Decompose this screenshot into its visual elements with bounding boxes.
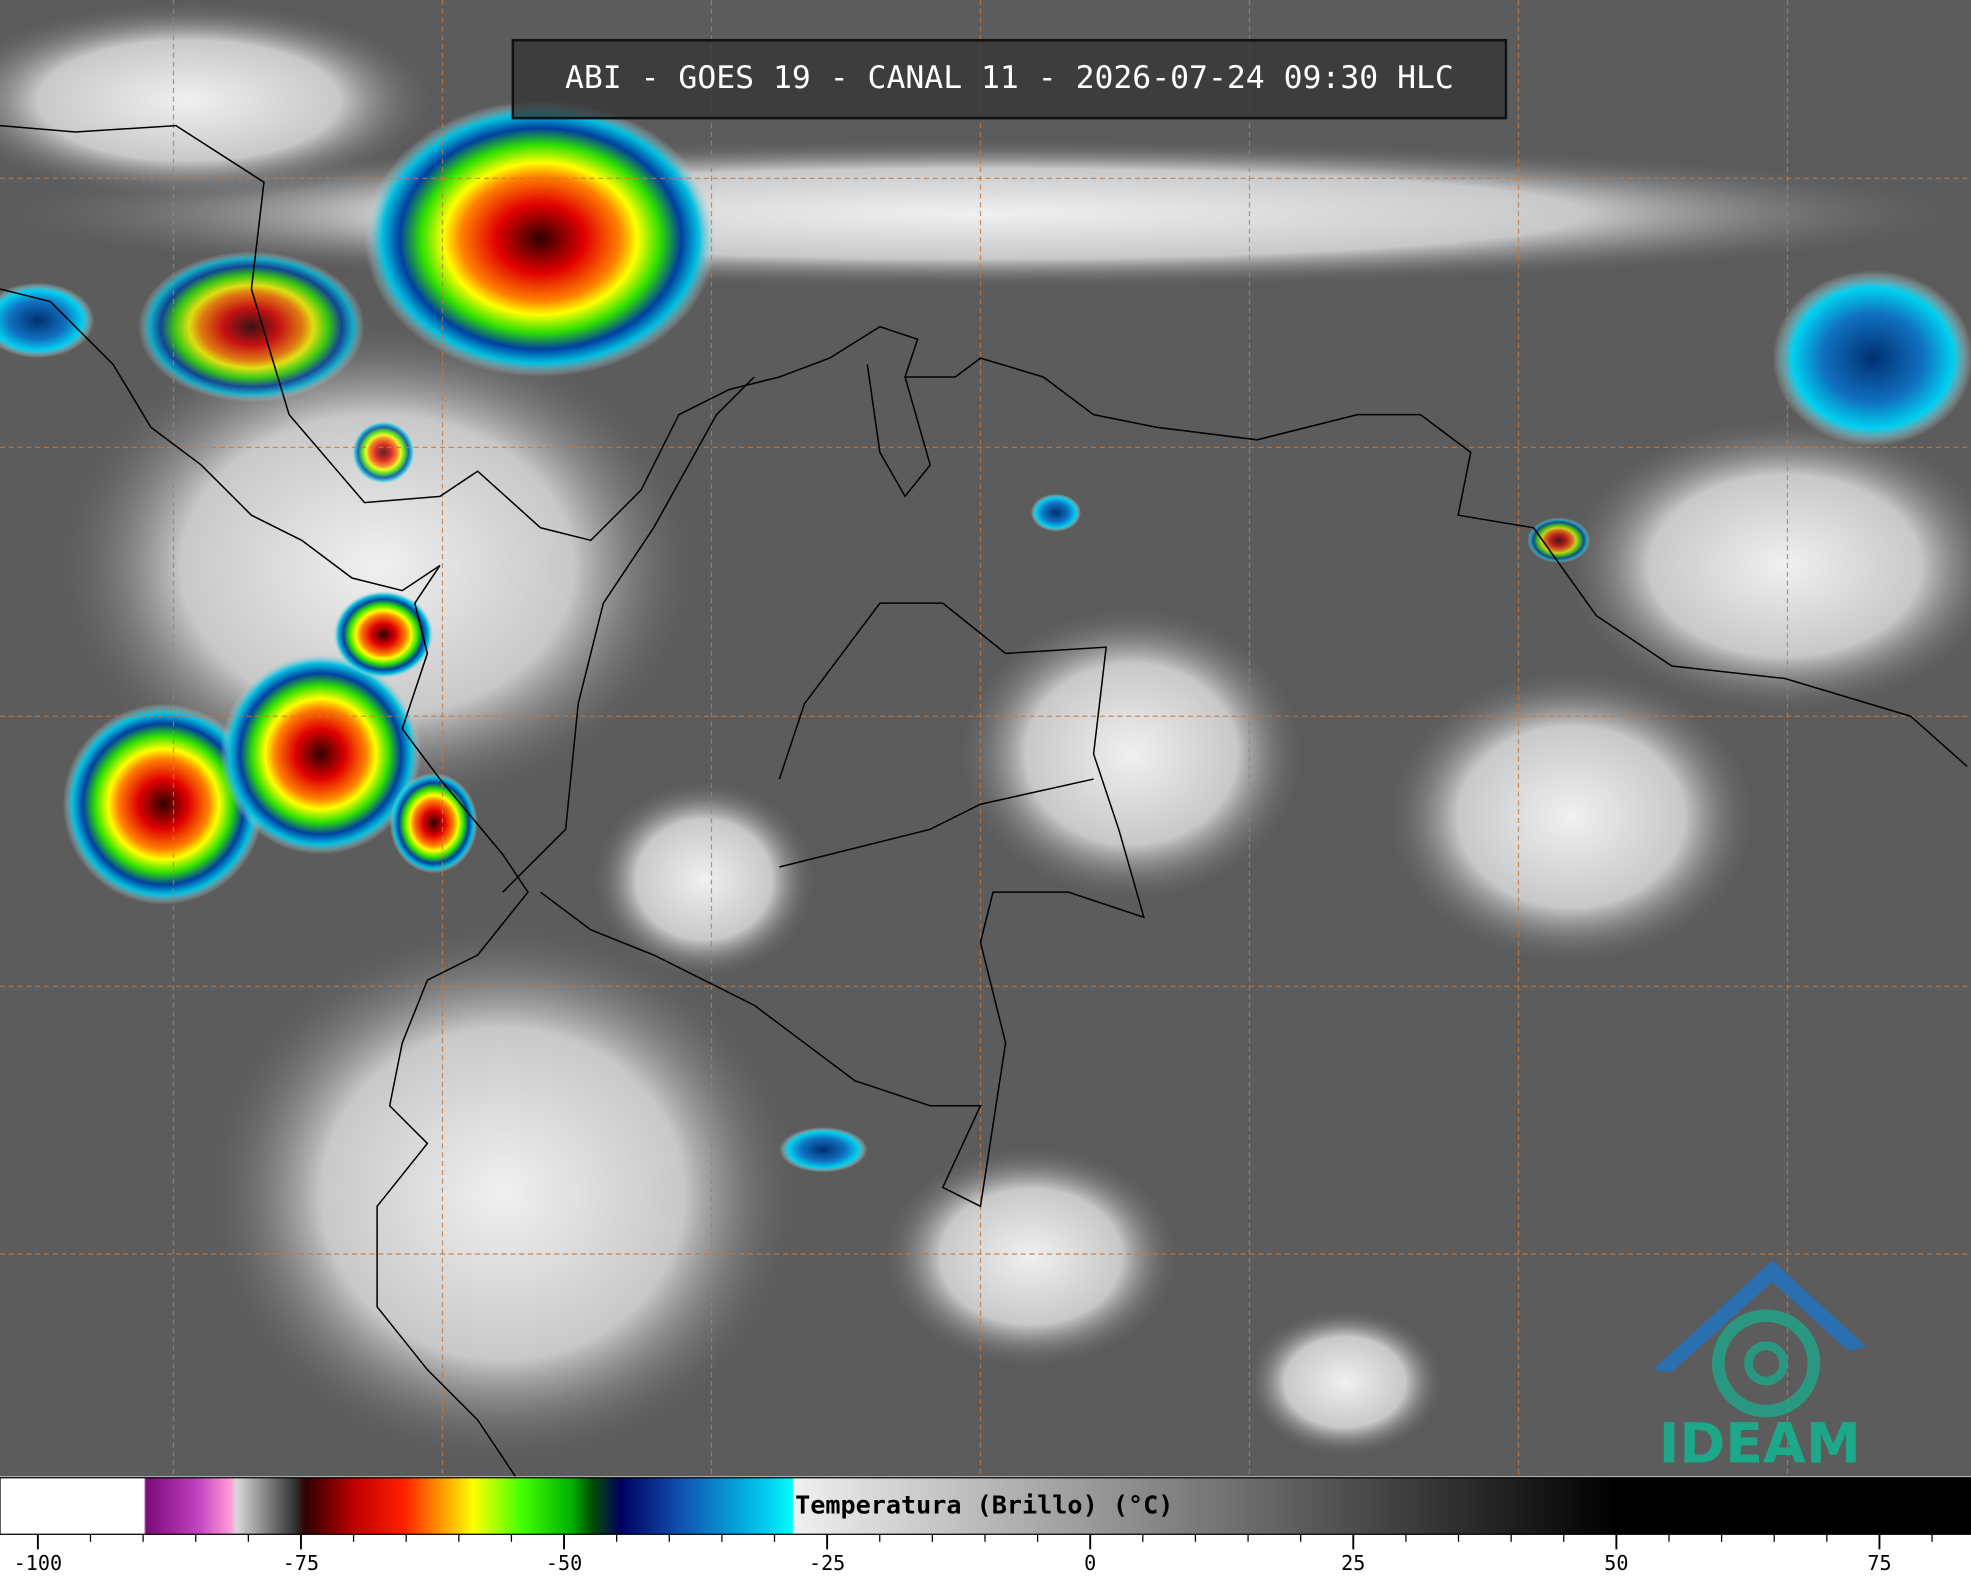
tick-label: 0 bbox=[1084, 1551, 1096, 1575]
logo-text: IDEAM bbox=[1659, 1413, 1861, 1477]
colorbar-label: Temperatura (Brillo) (°C) bbox=[795, 1491, 1173, 1520]
logo: IDEAM bbox=[1652, 1260, 1867, 1477]
boundaries bbox=[0, 124, 1968, 1477]
image-title: ABI - GOES 19 - CANAL 11 - 2026-07-24 09… bbox=[565, 60, 1454, 96]
clouds bbox=[0, 0, 1971, 1471]
tick-label: 50 bbox=[1604, 1551, 1628, 1575]
title-box: ABI - GOES 19 - CANAL 11 - 2026-07-24 09… bbox=[511, 38, 1508, 120]
tick-label: 25 bbox=[1341, 1551, 1365, 1575]
graticule bbox=[0, 0, 1971, 1477]
tick-label: 75 bbox=[1867, 1551, 1891, 1575]
tick-label: -50 bbox=[546, 1551, 582, 1575]
tick-label: -100 bbox=[14, 1551, 62, 1575]
tick-label: -25 bbox=[809, 1551, 845, 1575]
tick-label: -75 bbox=[283, 1551, 319, 1575]
colorbar-ticks: -100 -75 -50 -25 0 25 50 75 bbox=[14, 1534, 1933, 1575]
